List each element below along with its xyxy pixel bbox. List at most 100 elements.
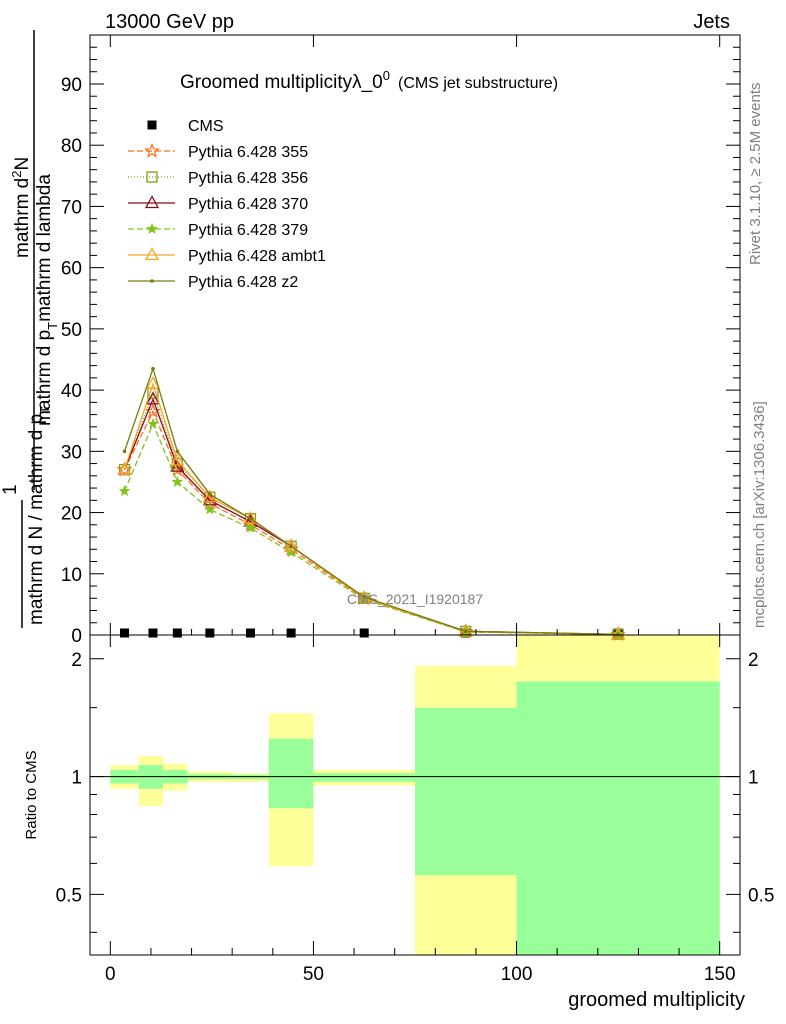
legend-marker-0 [147,120,157,130]
series-6-point-8 [616,632,620,637]
series-line-4 [123,422,619,636]
series-6-point-3 [208,492,212,496]
series-6-point-7 [463,629,468,634]
ratio-green-band-6 [313,773,415,782]
plot-title-main: Groomed multiplicityλ_0 [180,72,383,93]
legend-label-6: Pythia 6.428 z2 [188,274,298,291]
legend-entry-2: Pythia 6.428 356 [128,170,308,187]
series-0-point-5 [286,628,296,638]
y-label-lower-a: mathrm d N / mathrm d p [26,414,47,625]
category-label: Jets [693,11,730,33]
main-ytick-label-9: 90 [61,75,82,96]
series-6 [122,366,620,637]
main-ytick-label-0: 0 [71,626,82,647]
plot-title-sub: (CMS jet substructure) [398,75,558,92]
y-label-lower-sub: T [37,406,52,414]
main-axis-ticks: 0 10 20 30 40 50 60 70 80 90 [61,35,740,647]
ratio-axis-ticks: 0.5 0.5 1 1 2 2 0 50 100 150 [56,629,774,985]
legend-entry-5: Pythia 6.428 ambt1 [128,247,326,265]
y-label-num-sup: 2 [9,171,24,178]
series-0-point-3 [205,628,215,638]
series-3-point-1 [145,391,161,405]
legend-label-0: CMS [188,118,224,135]
legend-marker-4 [146,222,158,234]
energy-label: 13000 GeV pp [105,11,234,33]
legend-marker-1 [144,142,160,158]
series-6-point-2 [175,449,180,454]
series-6-point-0 [122,449,127,454]
ratio-xtick-label-2: 100 [501,964,533,985]
ratio-green-band-5 [268,738,314,809]
legend-entry-0: CMS [147,118,224,135]
legend-entry-4: Pythia 6.428 379 [128,222,308,239]
main-ytick-label-3: 30 [61,442,82,463]
legend-label-1: Pythia 6.428 355 [188,144,308,161]
series-0-point-2 [172,628,182,638]
series-4-point-3 [204,503,216,515]
main-y-axis-label: mathrm d2N mathrm d pTmathrm d lambda 1 … [0,30,60,628]
y-label-numerator: mathrm d2N [9,157,33,258]
series-5-point-2 [170,452,185,466]
ratio-xtick-label-3: 150 [704,964,736,985]
legend-entry-1: Pythia 6.428 355 [128,142,308,161]
series-0-point-4 [245,628,255,638]
legend-label-3: Pythia 6.428 370 [188,196,308,213]
ratio-bands-layer [90,635,740,955]
series-5-point-1 [145,376,161,390]
plot-title-sup: 0 [383,68,390,83]
ratio-ytick-label-left-1: 1 [71,768,82,789]
legend-marker-5 [144,247,160,261]
legend-marker-2 [146,171,158,183]
plot-title: Groomed multiplicityλ_00 (CMS jet substru… [180,68,558,93]
ratio-xtick-label-1: 50 [303,964,324,985]
x-axis-label: groomed multiplicity [568,989,745,1011]
ratio-plot-frame [89,634,741,956]
ratio-ytick-label-left-2: 2 [71,650,82,671]
legend-marker-3 [144,195,160,209]
series-5-point-0 [117,461,132,475]
series-0-point-0 [120,628,130,638]
series-0-point-6 [359,628,369,638]
y-label-prefix: 1 [0,484,21,495]
legend-label-2: Pythia 6.428 356 [188,170,308,187]
series-6-point-5 [289,544,293,549]
main-ytick-label-6: 60 [61,259,82,280]
mcplots-label: mcplots.cern.ch [arXiv:1306.3436] [751,401,768,628]
main-ytick-label-5: 50 [61,320,82,341]
ratio-ytick-label-right-1: 1 [748,768,759,789]
series-6-point-6 [362,595,367,599]
legend: CMS Pythia 6.428 355 Pythia 6.428 356 Pythi… [128,118,326,291]
legend-entry-3: Pythia 6.428 370 [128,195,308,213]
series-5-point-5 [283,538,299,552]
legend-marker-6 [150,279,154,283]
series-0-point-1 [148,628,158,638]
ratio-green-band-8 [516,681,720,955]
legend-label-5: Pythia 6.428 ambt1 [188,248,326,265]
legend-label-4: Pythia 6.428 379 [188,222,308,239]
ratio-ytick-label-right-0: 0.5 [748,885,774,906]
series-4-point-1 [147,417,159,429]
y-label-num-b: N [12,157,33,171]
series-6-point-4 [248,516,253,521]
ratio-green-band-7 [415,707,517,876]
y-label-den-a: mathrm d p [34,330,55,426]
main-ytick-label-7: 70 [61,197,82,218]
main-curves-layer [116,366,626,641]
legend-entry-6: Pythia 6.428 z2 [128,274,298,291]
series-4-point-4 [244,521,257,533]
y-label-lower: mathrm d N / mathrm d pT [26,406,52,625]
main-ytick-label-4: 40 [61,381,82,402]
rivet-label: Rivet 3.1.10, ≥ 2.5M events [747,83,764,266]
ratio-xtick-label-0: 0 [105,964,116,985]
y-label-denominator: mathrm d pTmathrm d lambda [34,174,60,426]
watermark: CMS_2021_I1920187 [347,591,483,607]
y-label-num-a: mathrm d [12,178,33,258]
main-ytick-label-2: 20 [61,504,82,525]
ratio-ytick-label-right-2: 2 [748,650,759,671]
y-label-den-sub: T [45,322,60,330]
series-5-point-6 [357,590,372,604]
ratio-y-axis-label: Ratio to CMS [23,750,40,839]
series-4-point-2 [171,475,184,487]
series-6-point-1 [151,366,155,371]
